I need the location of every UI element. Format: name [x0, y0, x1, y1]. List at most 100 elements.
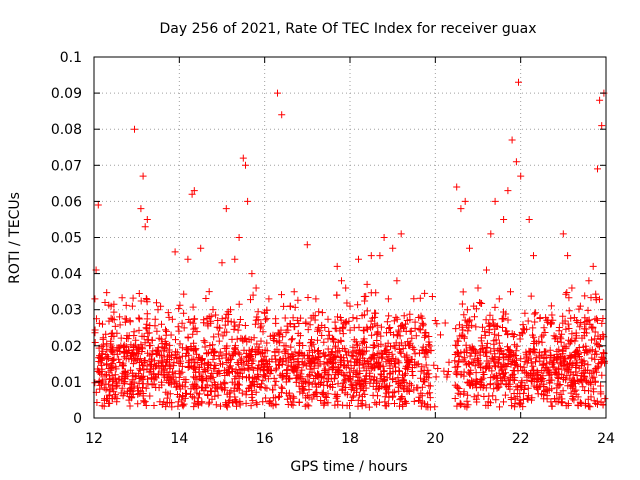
data-point-cloud: [109, 376, 117, 384]
data-point-cloud: [107, 337, 115, 345]
data-point-cloud: [135, 345, 143, 353]
data-point-cloud: [215, 324, 223, 332]
data-point-cloud: [474, 391, 482, 399]
data-point-cloud: [556, 360, 564, 368]
data-point-cloud: [477, 383, 485, 391]
y-tick-label: 0.02: [51, 339, 82, 355]
data-point-cloud: [395, 328, 403, 336]
data-point: [244, 197, 252, 205]
data-point-cloud: [200, 319, 208, 327]
data-point: [572, 364, 580, 371]
data-point-cloud: [284, 361, 292, 369]
data-point-cloud: [488, 367, 496, 375]
data-point-cloud: [456, 321, 463, 329]
data-point-cloud: [491, 362, 499, 370]
data-point-cloud: [303, 401, 311, 409]
data-point: [397, 230, 405, 238]
data-point-cloud: [238, 355, 246, 363]
data-point-cloud: [483, 339, 491, 347]
data-point-cloud: [253, 340, 261, 348]
data-point-cloud: [489, 316, 497, 324]
data-point-cloud: [155, 364, 163, 372]
data-point-cloud: [271, 381, 279, 389]
data-point-cloud: [418, 347, 426, 354]
data-point-cloud: [574, 393, 582, 401]
data-point-cloud: [239, 373, 246, 381]
data-point: [355, 255, 362, 263]
data-point-cloud: [329, 381, 336, 388]
data-point: [457, 205, 465, 213]
data-point-cloud: [418, 392, 426, 400]
data-point-cloud: [568, 330, 576, 338]
data-point-cloud: [513, 342, 521, 350]
data-point: [316, 360, 324, 368]
data-point-cloud: [276, 392, 283, 400]
data-point-cloud: [314, 336, 321, 344]
data-point-cloud: [490, 385, 498, 393]
data-point-cloud: [247, 296, 254, 304]
data-point-cloud: [427, 347, 435, 355]
data-point-cloud: [382, 389, 390, 397]
data-point-cloud: [334, 363, 342, 371]
data-point-cloud: [289, 401, 297, 409]
data-point: [346, 302, 354, 310]
data-point-cloud: [272, 377, 280, 385]
data-point-cloud: [134, 390, 142, 398]
data-point: [158, 356, 166, 364]
data-point: [295, 349, 303, 357]
data-point-cloud: [295, 320, 303, 327]
data-point-cloud: [158, 343, 166, 351]
data-point-cloud: [397, 349, 405, 357]
data-point-cloud: [209, 341, 217, 349]
data-point-cloud: [599, 315, 607, 322]
data-point-cloud: [343, 299, 351, 307]
data-point-cloud: [180, 400, 188, 408]
data-point-cloud: [116, 321, 124, 329]
data-point-cloud: [459, 288, 467, 296]
data-point-cloud: [482, 349, 489, 357]
data-point-cloud: [178, 344, 186, 352]
data-point-cloud: [249, 291, 257, 299]
data-point-cloud: [598, 319, 606, 327]
data-point-cloud: [113, 380, 121, 388]
data-point-cloud: [318, 389, 326, 397]
data-point-cloud: [301, 402, 309, 410]
data-point: [103, 360, 111, 368]
data-point-cloud: [99, 347, 107, 355]
data-point-cloud: [231, 393, 239, 401]
data-point-cloud: [127, 366, 135, 374]
data-point-cloud: [305, 393, 313, 401]
data-point-cloud: [126, 318, 134, 326]
data-point-cloud: [377, 332, 385, 340]
data-point-cloud: [527, 292, 535, 300]
data-point-cloud: [466, 316, 474, 324]
data-point-cloud: [191, 374, 199, 382]
data-point-cloud: [322, 394, 330, 401]
data-point-cloud: [501, 361, 509, 369]
data-point-cloud: [565, 336, 573, 344]
data-point-cloud: [306, 371, 314, 379]
data-point-cloud: [165, 379, 172, 387]
data-point-cloud: [150, 402, 158, 409]
data-point: [242, 161, 249, 169]
data-point: [350, 324, 358, 332]
data-point-cloud: [287, 336, 295, 344]
data-point-cloud: [331, 374, 339, 382]
data-point-cloud: [190, 315, 198, 323]
data-point-cloud: [163, 399, 171, 407]
data-point-cloud: [263, 339, 271, 347]
data-point-cloud: [249, 397, 257, 405]
data-point-cloud: [598, 371, 606, 379]
data-point-cloud: [101, 299, 109, 306]
data-point-cloud: [146, 392, 154, 400]
data-point-cloud: [594, 332, 602, 340]
data-point-cloud: [182, 352, 190, 360]
data-point-cloud: [95, 319, 103, 327]
data-point-cloud: [257, 337, 265, 345]
data-point-cloud: [121, 369, 129, 377]
data-point-cloud: [295, 398, 303, 406]
data-point-cloud: [516, 335, 524, 343]
data-point-cloud: [236, 350, 244, 358]
data-point-cloud: [482, 316, 490, 324]
data-point-cloud: [262, 394, 270, 402]
